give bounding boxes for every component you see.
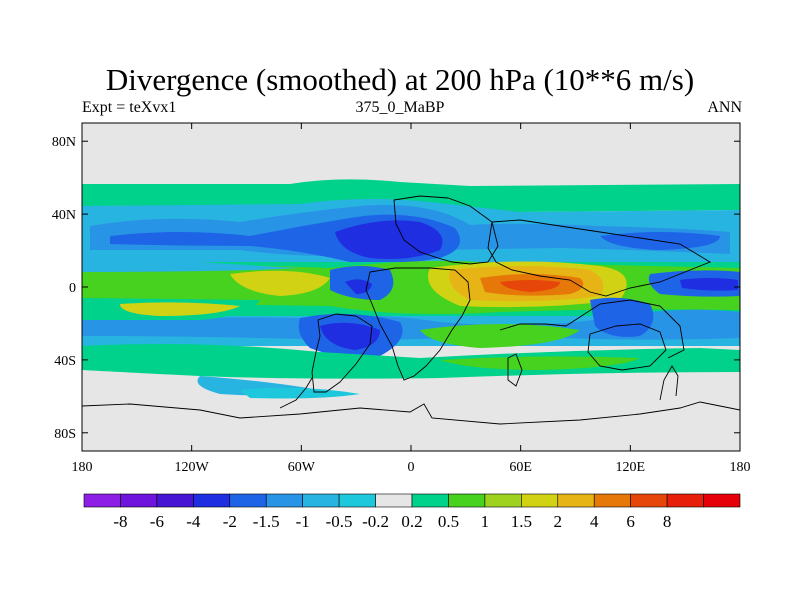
contour-fills xyxy=(82,179,740,399)
coastlines xyxy=(82,195,740,451)
colorbar-swatch xyxy=(557,493,595,508)
coastline-madagascar xyxy=(507,353,523,387)
colorbar-swatch xyxy=(521,493,559,508)
contour-deepblue-tropics-atlantic xyxy=(345,279,372,294)
colorbar-label: 8 xyxy=(663,512,672,531)
colorbar: -8 -6 -4 -2 -1.5 -1 -0.5 -0.2 0.2 0.5 1 1.5 2 4 6 8 xyxy=(83,493,741,531)
chart-title: Divergence (smoothed) at 200 hPa (10**6 … xyxy=(105,62,695,97)
coastline-south-america xyxy=(311,313,373,393)
y-tick-label: 40S xyxy=(54,354,76,369)
colorbar-swatch xyxy=(83,493,121,508)
colorbar-label: -6 xyxy=(150,512,164,531)
coastline-ross-shelf xyxy=(659,365,679,401)
colorbar-label: -0.5 xyxy=(326,512,353,531)
colorbar-swatch xyxy=(411,493,449,508)
colorbar-label: -8 xyxy=(113,512,127,531)
x-tick-label: 120E xyxy=(616,460,646,475)
y-tick-label: 80S xyxy=(54,427,76,442)
colorbar-swatch xyxy=(156,493,194,508)
contour-green-south-mid xyxy=(82,344,740,379)
colorbar-swatch xyxy=(338,493,376,508)
contour-deepblue-south-core xyxy=(320,322,380,350)
colorbar-swatch xyxy=(302,493,340,508)
contour-green-north xyxy=(82,179,740,213)
contour-lime-south-mid xyxy=(440,356,640,370)
colorbar-swatch xyxy=(630,493,668,508)
x-tick-label: 180 xyxy=(72,460,93,475)
colorbar-swatch xyxy=(593,493,631,508)
colorbar-label: -2 xyxy=(223,512,237,531)
colorbar-swatch xyxy=(666,493,704,508)
colorbar-label: 1.5 xyxy=(511,512,532,531)
axis-ticks: 180 120W 60W 0 60E 120E 180 80N 40N 0 40S 80S xyxy=(52,123,751,475)
colorbar-label: -0.2 xyxy=(362,512,389,531)
contour-yellow-south-band xyxy=(120,302,240,316)
colorbar-swatch xyxy=(193,493,231,508)
time-label: 375_0_MaBP xyxy=(355,99,445,116)
colorbar-swatch xyxy=(448,493,486,508)
colorbar-swatch xyxy=(229,493,267,508)
coastline-asia xyxy=(487,219,712,297)
contour-blue-north-3 xyxy=(335,220,443,259)
coastline-antarctica xyxy=(82,401,740,451)
x-tick-label: 60W xyxy=(288,460,316,475)
coastline-europe xyxy=(393,195,499,265)
contour-red-tropics xyxy=(500,280,560,292)
coastline-antarctic-peninsula xyxy=(279,377,313,409)
x-tick-label: 180 xyxy=(730,460,751,475)
contour-deepblue-tropics-pacific xyxy=(680,278,738,291)
colorbar-label: -1 xyxy=(296,512,310,531)
coastline-africa xyxy=(365,267,471,381)
contour-blue-tropics-left xyxy=(82,262,300,272)
colorbar-label: 0.5 xyxy=(438,512,459,531)
contour-green-south-indian xyxy=(420,324,580,348)
colorbar-swatch xyxy=(375,493,413,508)
y-tick-label: 80N xyxy=(52,135,76,150)
x-tick-label: 0 xyxy=(408,460,415,475)
colorbar-swatch xyxy=(484,493,522,508)
colorbar-label: 4 xyxy=(590,512,599,531)
colorbar-label: -1.5 xyxy=(253,512,280,531)
colorbar-label: 1 xyxy=(481,512,490,531)
colorbar-swatch xyxy=(265,493,303,508)
colorbar-label: -4 xyxy=(186,512,201,531)
colorbar-label: 2 xyxy=(554,512,563,531)
y-tick-label: 0 xyxy=(69,281,76,296)
x-tick-label: 60E xyxy=(509,460,532,475)
contour-blue-indian xyxy=(590,297,654,337)
coastline-indian-coast xyxy=(499,299,685,359)
colorbar-swatch xyxy=(120,493,158,508)
coastline-australia xyxy=(587,323,667,371)
experiment-label: Expt = teXvx1 xyxy=(82,99,177,116)
season-label: ANN xyxy=(707,99,742,116)
colorbar-swatch xyxy=(703,493,741,508)
x-tick-label: 120W xyxy=(175,460,210,475)
y-tick-label: 40N xyxy=(52,208,76,223)
contour-lightblue-south-polar xyxy=(240,387,360,399)
colorbar-label: 6 xyxy=(626,512,635,531)
colorbar-label: 0.2 xyxy=(401,512,422,531)
